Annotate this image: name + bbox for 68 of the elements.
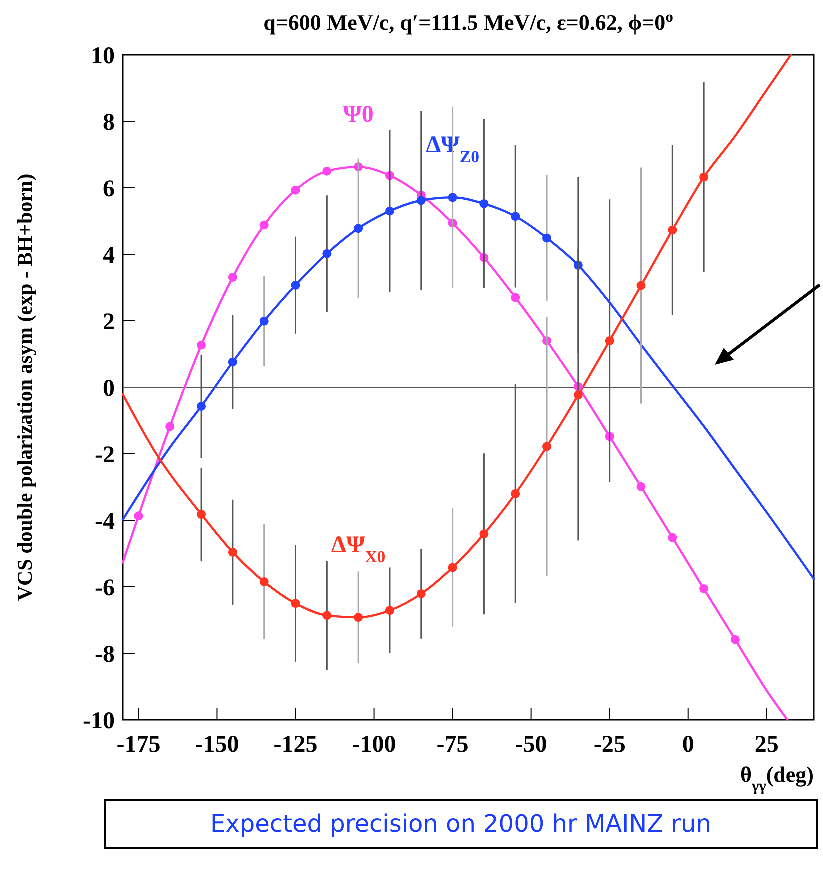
point — [291, 186, 300, 195]
point — [636, 482, 646, 492]
y-tick-label: 6 — [103, 176, 115, 202]
point — [291, 599, 300, 608]
point — [260, 220, 269, 230]
point — [197, 402, 206, 411]
point — [354, 224, 364, 234]
point — [730, 635, 740, 644]
x-tick-label: -175 — [116, 732, 161, 758]
x-tick-label: -75 — [436, 732, 469, 758]
point — [668, 226, 678, 235]
point — [700, 584, 709, 594]
point — [354, 613, 364, 622]
y-tick-label: -10 — [83, 708, 115, 734]
x-tick-label: -50 — [515, 732, 548, 758]
point — [700, 172, 709, 182]
point — [511, 212, 520, 222]
y-tick-label: -8 — [95, 642, 115, 668]
x-tick-label: -150 — [195, 732, 240, 758]
point — [636, 281, 646, 290]
y-tick-label: 4 — [103, 242, 115, 269]
point — [322, 166, 332, 176]
point — [480, 530, 489, 539]
point — [416, 196, 426, 206]
point — [480, 199, 489, 208]
series-label: ΔΨ$_{X0}$ — [331, 532, 386, 566]
y-tick-label: 10 — [91, 43, 115, 70]
x-tick-label: 0 — [682, 732, 694, 758]
point — [260, 578, 269, 587]
point — [166, 422, 175, 432]
y-tick-label: -2 — [95, 442, 115, 468]
point — [385, 606, 394, 616]
y-tick-label: -6 — [95, 575, 115, 602]
point — [197, 510, 206, 520]
point — [291, 280, 300, 290]
x-tick-label: -125 — [274, 732, 318, 758]
point — [228, 358, 238, 367]
y-tick-label: 0 — [103, 376, 115, 402]
point — [197, 340, 206, 350]
point — [416, 589, 426, 598]
point — [134, 512, 144, 521]
point — [385, 206, 394, 216]
series-label: Ψ0 — [343, 102, 374, 128]
x-tick-label: -25 — [594, 732, 626, 758]
point — [542, 442, 552, 452]
point — [511, 293, 520, 302]
point — [260, 316, 269, 326]
point — [228, 548, 238, 557]
y-tick-label: 2 — [103, 309, 115, 336]
y-axis-title: VCS double polarization asym (exp - BH+born) — [13, 174, 37, 602]
y-tick-label: -4 — [95, 508, 115, 535]
y-tick-label: 8 — [103, 110, 115, 136]
x-axis-title: θ$_{γγ}$(deg) — [740, 762, 814, 794]
point — [605, 336, 614, 346]
point — [542, 234, 552, 243]
point — [322, 611, 332, 620]
x-tick-label: 25 — [754, 732, 779, 758]
point — [511, 489, 520, 498]
point — [574, 390, 583, 400]
chart-title: q=600 MeV/c, q′=111.5 MeV/c, ε=0.62, ϕ=0$^{o}$ — [264, 8, 674, 35]
point — [668, 533, 678, 542]
text: Expected precision on 2000 hr MAINZ run — [210, 810, 712, 838]
x-tick-label: -100 — [352, 732, 396, 758]
point — [448, 563, 458, 572]
series-label: ΔΨ$_{Z0}$ — [426, 132, 480, 166]
point — [228, 272, 238, 282]
point — [448, 193, 458, 202]
point — [322, 249, 332, 258]
